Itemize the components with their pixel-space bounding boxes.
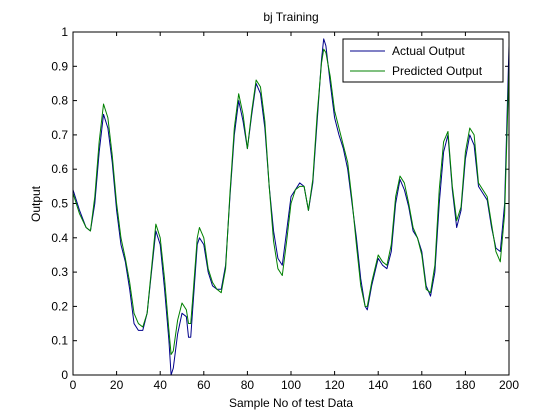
y-tick-label: 1: [61, 25, 68, 39]
legend-label-predicted-output: Predicted Output: [392, 64, 483, 78]
x-tick-label: 100: [281, 378, 301, 392]
x-tick-label: 0: [70, 378, 77, 392]
y-tick-label: 0.1: [51, 334, 68, 348]
x-tick-label: 40: [154, 378, 168, 392]
y-tick-label: 0: [61, 368, 68, 382]
y-tick-label: 0.7: [51, 128, 68, 142]
y-tick-label: 0.3: [51, 265, 68, 279]
x-tick-label: 160: [412, 378, 432, 392]
legend: Actual Output Predicted Output: [342, 38, 504, 83]
y-tick-label: 0.6: [51, 162, 68, 176]
x-tick-label: 180: [455, 378, 475, 392]
y-tick-label: 0.2: [51, 299, 68, 313]
x-axis-label: Sample No of test Data: [229, 396, 353, 410]
y-tick-label: 0.5: [51, 197, 68, 211]
x-tick-label: 140: [368, 378, 388, 392]
x-tick-label: 80: [241, 378, 255, 392]
x-tick-label: 60: [197, 378, 211, 392]
y-tick-label: 0.4: [51, 231, 68, 245]
legend-label-actual-output: Actual Output: [392, 44, 465, 58]
y-tick-label: 0.9: [51, 59, 68, 73]
x-tick-label: 20: [110, 378, 124, 392]
y-tick-label: 0.8: [51, 94, 68, 108]
x-tick-label: 200: [499, 378, 519, 392]
y-axis-label: Output: [29, 185, 43, 222]
chart-title: bj Training: [263, 10, 318, 24]
series-line-predicted-output: [72, 48, 510, 355]
legend-box: [342, 38, 504, 83]
x-tick-label: 120: [325, 378, 345, 392]
plot-area-frame: [72, 31, 510, 376]
